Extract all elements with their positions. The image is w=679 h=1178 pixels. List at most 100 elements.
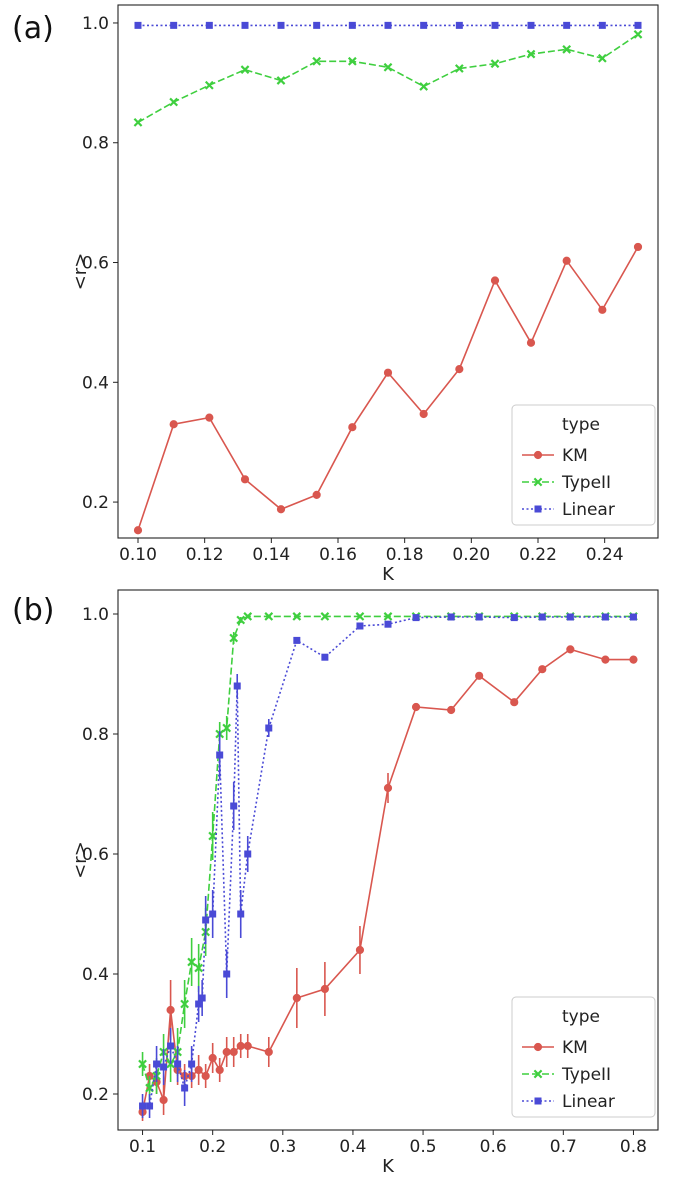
panel-a-series-typeii-point <box>312 56 322 66</box>
panel-a-ytick-label: 0.6 <box>82 254 109 274</box>
panel-a-series-linear-point <box>563 21 571 29</box>
panel-a-xtick-label: 0.20 <box>452 545 490 565</box>
panel-b-series-linear-point <box>174 1060 182 1068</box>
panel-b-series-typeii-point <box>383 612 393 621</box>
panel-b-series-linear-point <box>188 1060 196 1068</box>
panel-a-legend-linear-marker <box>534 505 542 513</box>
panel-b-legend-title: type <box>562 1007 600 1027</box>
panel-a-series-km-point <box>598 305 607 314</box>
panel-a-series-typeii-point <box>633 29 643 39</box>
panel-a-series-linear-point <box>313 21 321 29</box>
panel-b-series-km-point <box>166 1005 175 1015</box>
panel-b-series-linear-point <box>475 613 483 621</box>
panel-b-series-typeii-point <box>194 963 204 973</box>
panel-b-series-km-point <box>411 702 421 712</box>
panel-a-series-typeii-line <box>137 33 639 124</box>
panel-b-series-linear-point <box>202 916 210 924</box>
panel-a-series-typeii-point <box>490 59 500 69</box>
panel-a-series-km-point <box>383 368 393 377</box>
panel-b-series-linear-point <box>233 682 241 690</box>
panel-b-series-km-point <box>510 698 519 707</box>
panel-a-series-linear-point <box>634 21 642 29</box>
panel-a-series-km-point <box>133 526 143 535</box>
panel-b-series-km-point <box>292 993 301 1003</box>
panel-b-series-km-point <box>601 655 610 664</box>
panel-b-series-typeii-point <box>187 957 197 967</box>
panel-b-series-linear-point <box>230 802 238 810</box>
panel-b-ytick-label: 0.8 <box>82 725 109 745</box>
panel-b-series-km-point <box>566 645 575 654</box>
panel-a-legend-title: type <box>562 415 600 435</box>
panel-b-series-linear-point <box>160 1063 168 1071</box>
panel-b-series-km-point <box>222 1047 231 1057</box>
panel-b-series-km-point <box>208 1053 217 1063</box>
panel-b-legend-linear-marker <box>534 1097 542 1105</box>
panel-a-series-km-point <box>240 475 250 484</box>
panel-a-series-linear-point <box>384 21 392 29</box>
panel-b-legend-box <box>511 996 656 1118</box>
panel-a-series-linear <box>134 21 642 29</box>
panel-a-series-typeii-point <box>169 97 179 107</box>
panel-a-series-typeii-point <box>204 80 214 90</box>
panel-b-xlabel: K <box>382 1156 395 1177</box>
panel-a-legend-linear-label: Linear <box>562 500 615 520</box>
panel-b-series-linear-point <box>139 1102 147 1110</box>
panel-b-series-km-point <box>201 1071 210 1081</box>
panel-b-legend-typeii-label: TypeII <box>561 1065 611 1085</box>
panel-b-frame <box>117 589 659 1131</box>
panel-a-series-km-point <box>526 338 536 347</box>
panel-b-xtick-label: 0.4 <box>339 1137 366 1157</box>
panel-b-legend: type KM TypeII Linear <box>511 996 656 1118</box>
panel-b-series-km-point <box>447 705 456 715</box>
panel-a-frame <box>117 4 659 539</box>
panel-b-series-linear-point <box>223 970 231 978</box>
panel-b-series-km-point <box>229 1047 238 1057</box>
panel-b-series-km-point <box>475 671 484 680</box>
panel-b-series-linear-point <box>629 613 637 621</box>
panel-b-series-linear-point <box>321 653 329 661</box>
panel-a-xtick-label: 0.16 <box>319 545 357 565</box>
panel-a-series-typeii-point <box>526 49 536 59</box>
panel-b-series-typeii-point <box>320 612 330 621</box>
panel-a-ytick-label: 1.0 <box>82 14 109 34</box>
panel-b-series-linear-point <box>356 622 364 630</box>
panel-b-series-linear-point <box>153 1060 161 1068</box>
panel-b: (b) 0.1 0.2 0.3 0.4 0.5 0.6 0.7 0.8 0.2 0.4 0.6 0.8 1… <box>12 589 659 1177</box>
panel-a-series-km-point <box>455 365 464 374</box>
panel-a-label: (a) <box>12 11 54 46</box>
panel-a-series-linear-point <box>348 21 356 29</box>
panel-b-series-linear-point <box>216 751 224 759</box>
panel-a-series-linear-point <box>205 21 213 29</box>
panel-b-legend-linear-label: Linear <box>562 1092 615 1112</box>
panel-a-series-linear-point <box>527 21 535 29</box>
panel-b-ylabel: <r> <box>70 841 91 879</box>
panel-b-series-linear-point <box>167 1042 175 1050</box>
panel-b-series-typeii-point <box>355 612 365 621</box>
panel-b-xtick-label: 0.2 <box>199 1137 226 1157</box>
panel-a-xtick-label: 0.18 <box>386 545 424 565</box>
panel-b-series-typeii-point <box>264 612 274 621</box>
panel-b-series-km-point <box>355 945 365 955</box>
panel-a-series-km-point <box>276 505 286 514</box>
panel-a-xtick-label: 0.14 <box>252 545 290 565</box>
panel-b-series-linear-point <box>198 994 206 1002</box>
panel-a-series-linear-point <box>277 21 285 29</box>
panel-a-series-km-point <box>633 242 643 252</box>
panel-b-series-linear-point <box>510 614 518 622</box>
panel-b-series-typeii-point <box>180 999 190 1009</box>
panel-a-series-typeii-point <box>562 44 572 54</box>
panel-a-series-km-point <box>205 413 214 422</box>
panel-a-series-typeii-point <box>597 53 607 63</box>
panel-b-ytick-label: 0.2 <box>82 1085 109 1105</box>
panel-b-series-km-point <box>538 665 547 674</box>
panel-a-ytick-label: 0.8 <box>82 134 109 154</box>
panel-a-series-km <box>133 242 643 535</box>
panel-a-series-km-point <box>419 409 428 419</box>
panel-a-xtick-label: 0.12 <box>186 545 224 565</box>
panel-b-xtick-label: 0.5 <box>410 1137 437 1157</box>
panel-b-series-linear-point <box>265 724 273 732</box>
panel-b-series-linear-point <box>412 614 420 622</box>
panel-b-series-linear-point <box>181 1084 189 1092</box>
panel-a-legend-typeii-label: TypeII <box>561 473 611 493</box>
